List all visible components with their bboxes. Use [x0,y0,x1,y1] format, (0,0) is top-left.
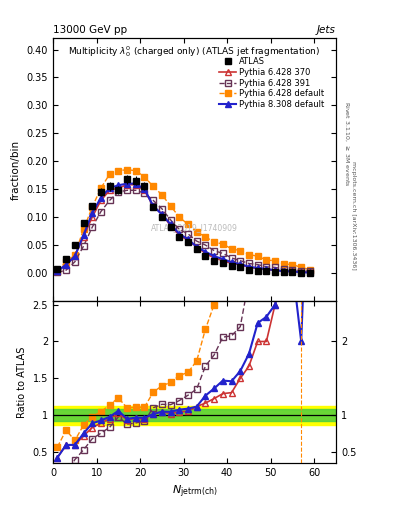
Y-axis label: fraction/bin: fraction/bin [11,140,21,200]
Text: mcplots.cern.ch [arXiv:1306.3436]: mcplots.cern.ch [arXiv:1306.3436] [351,161,356,269]
Text: Multiplicity $\lambda_0^0$ (charged only) (ATLAS jet fragmentation): Multiplicity $\lambda_0^0$ (charged only… [68,44,321,58]
Text: Jets: Jets [317,25,336,35]
Text: Rivet 3.1.10, $\geq$ 3M events: Rivet 3.1.10, $\geq$ 3M events [343,100,350,186]
Legend: ATLAS, Pythia 6.428 370, Pythia 6.428 391, Pythia 6.428 default, Pythia 8.308 de: ATLAS, Pythia 6.428 370, Pythia 6.428 39… [218,56,326,111]
Text: 13000 GeV pp: 13000 GeV pp [53,25,127,35]
Y-axis label: Ratio to ATLAS: Ratio to ATLAS [17,347,27,418]
X-axis label: $N_{\mathrm{jetrm(ch)}}$: $N_{\mathrm{jetrm(ch)}}$ [172,484,217,500]
Text: ATLAS_2019_I1740909: ATLAS_2019_I1740909 [151,223,238,232]
